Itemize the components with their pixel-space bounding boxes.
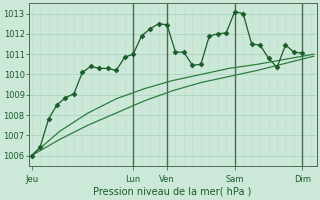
X-axis label: Pression niveau de la mer( hPa ): Pression niveau de la mer( hPa ): [93, 187, 252, 197]
